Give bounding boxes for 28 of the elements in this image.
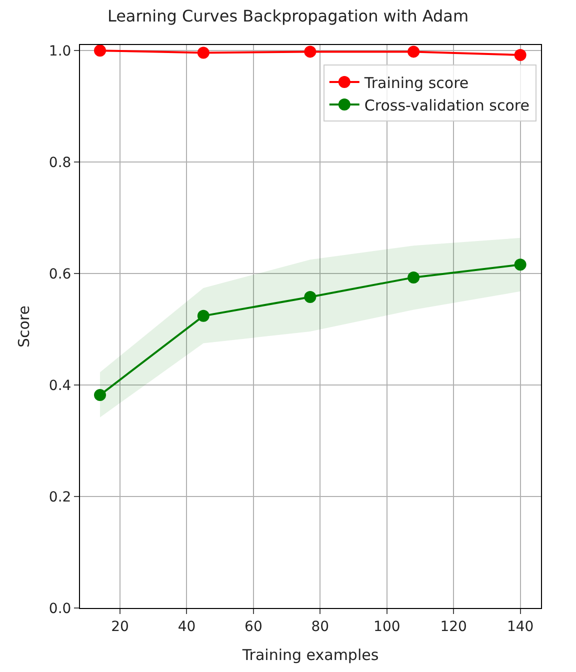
x-tick-label: 60 xyxy=(244,618,262,635)
point xyxy=(514,258,526,271)
y-tick-label: 0.4 xyxy=(48,378,72,394)
point xyxy=(94,45,106,57)
x-tick-label: 80 xyxy=(311,618,330,635)
x-tick-label: 40 xyxy=(178,618,196,635)
point xyxy=(94,389,106,402)
point xyxy=(304,46,316,58)
y-tick-label: 0.0 xyxy=(48,600,72,617)
point xyxy=(408,271,420,284)
y-tick-label: 1.0 xyxy=(48,43,72,60)
y-tick-label: 0.6 xyxy=(48,266,72,282)
legend-label: Training score xyxy=(363,74,469,92)
legend-label: Cross-validation score xyxy=(364,96,530,114)
point xyxy=(514,49,526,62)
y-tick-label: 0.8 xyxy=(48,154,72,171)
point xyxy=(408,46,420,58)
y-tick-label: 0.2 xyxy=(48,489,72,506)
x-tick-label: 140 xyxy=(506,618,534,635)
x-tick-label: 100 xyxy=(374,618,400,635)
chart-title: Learning Curves Backpropagation with Adam xyxy=(107,6,469,26)
x-axis-title: Training examples xyxy=(241,646,379,664)
y-axis-title: Score xyxy=(15,305,34,348)
x-tick-label: 20 xyxy=(111,618,129,635)
x-tick-label: 120 xyxy=(440,618,467,635)
point xyxy=(197,310,210,322)
point xyxy=(304,290,316,303)
point xyxy=(197,46,210,59)
